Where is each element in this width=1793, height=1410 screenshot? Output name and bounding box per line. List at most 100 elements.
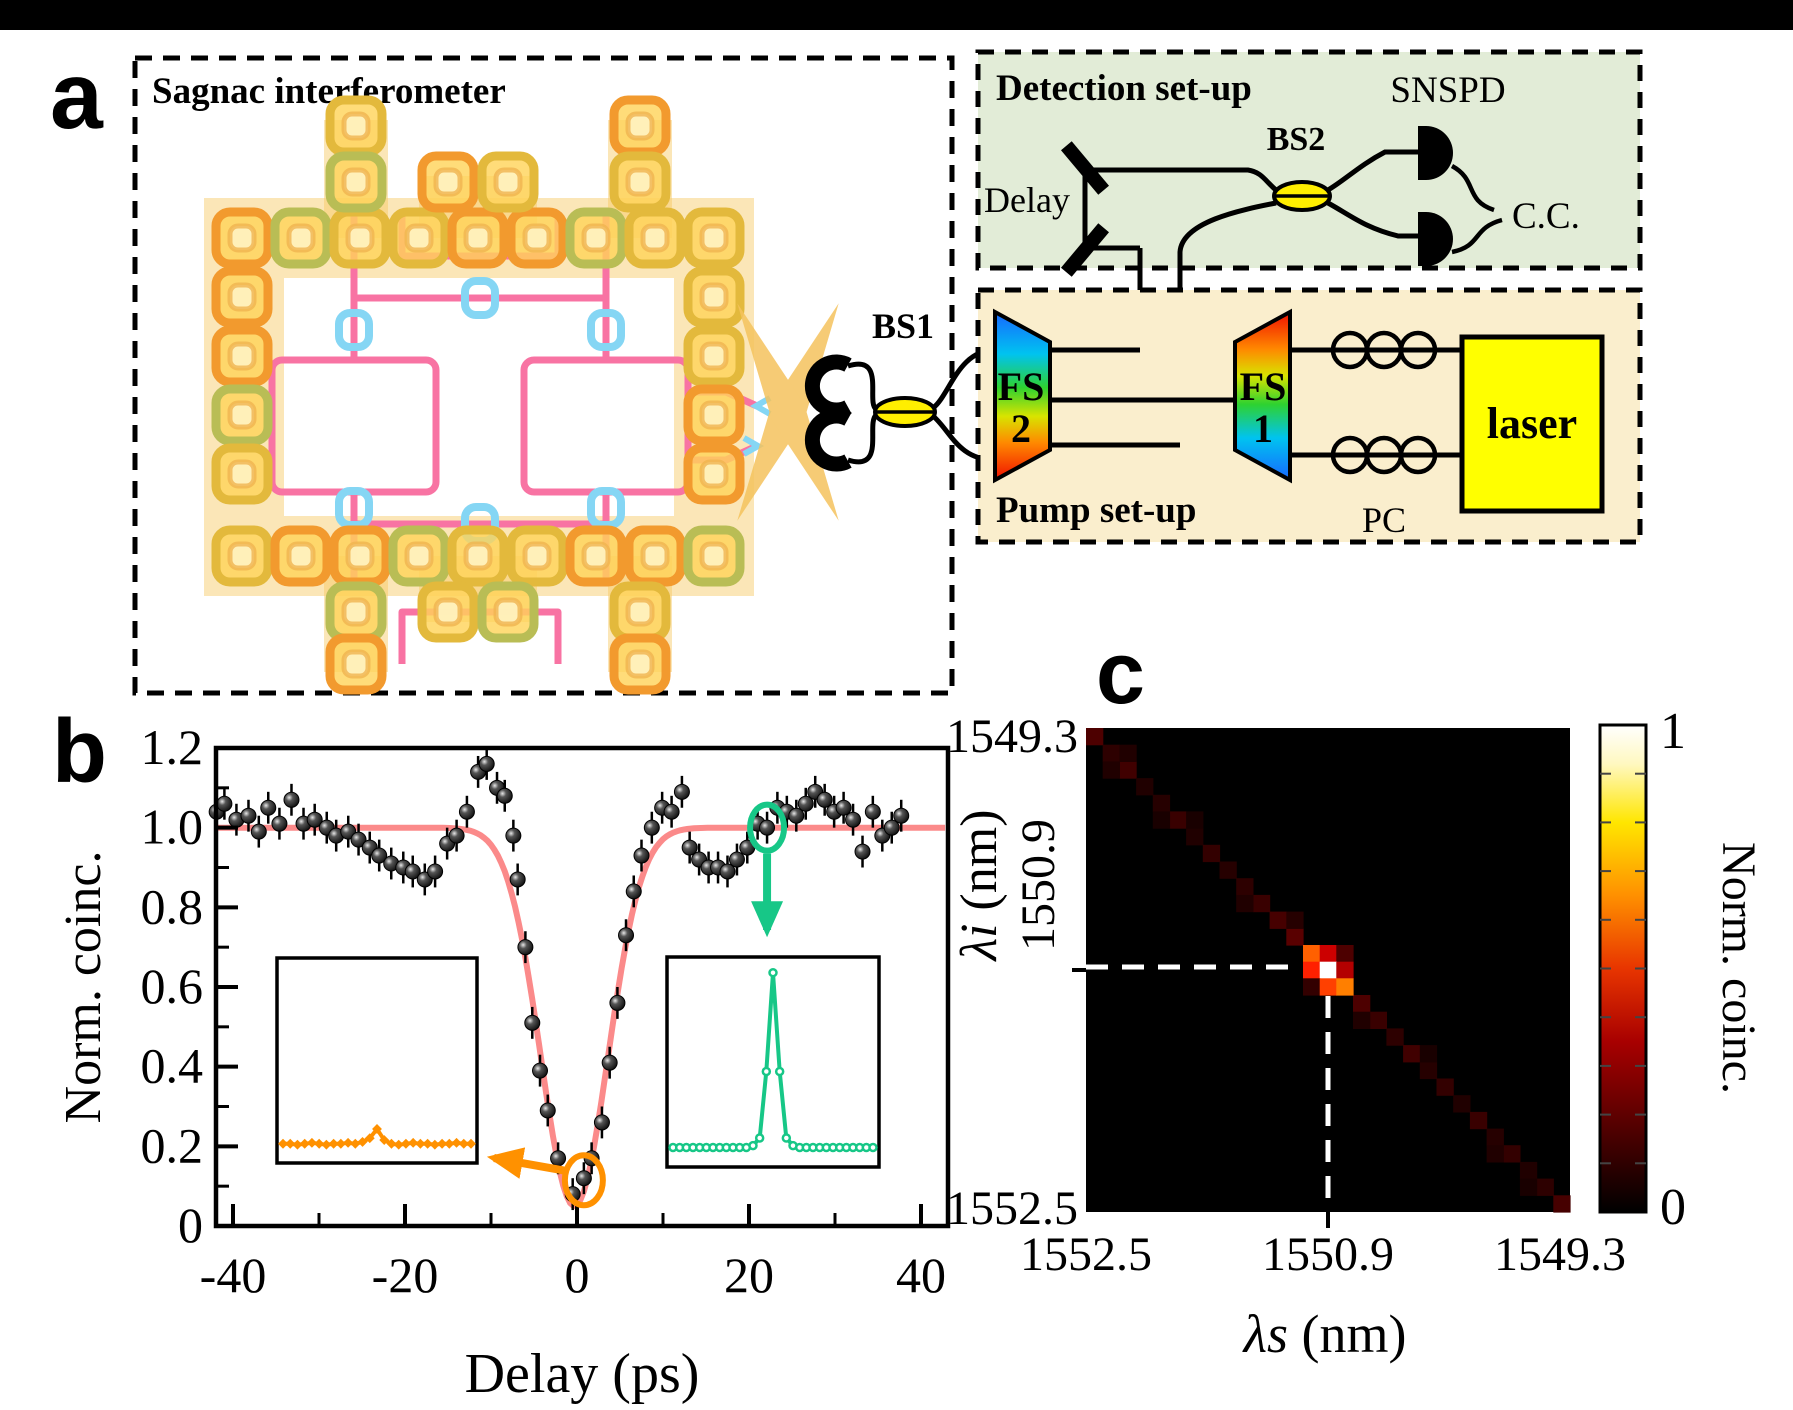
inset-marker — [437, 1138, 448, 1149]
scatter-point — [250, 823, 267, 840]
inset-marker — [278, 1138, 288, 1149]
chip-pad-center — [493, 167, 523, 197]
chip-pad-center — [341, 167, 371, 197]
scatter-point — [539, 1102, 556, 1119]
inset-marker — [357, 1136, 368, 1147]
panel-b-label: b — [52, 702, 107, 802]
x-tick-label: 0 — [565, 1247, 590, 1303]
ring-coupler-icon — [335, 487, 373, 529]
chip-pad-center — [640, 541, 670, 571]
chip-pad-center — [625, 111, 655, 141]
fs1-label-line1: FS — [1240, 364, 1287, 409]
delay-line — [1060, 141, 1278, 277]
delay-label: Delay — [984, 180, 1070, 220]
chip-pad-center — [227, 341, 257, 371]
hom-yaxis-label: Norm. coinc. — [55, 851, 112, 1124]
heatmap-cell — [1519, 1178, 1538, 1196]
heatmap-cell — [1236, 878, 1254, 896]
heatmap-cell — [1152, 811, 1171, 829]
jsi-ytick-top: 1549.3 — [946, 710, 1078, 763]
scatter-point — [719, 863, 736, 880]
chip-pad-center — [227, 459, 257, 489]
bs1-label: BS1 — [872, 306, 934, 346]
heatmap-cell — [1119, 744, 1137, 762]
heatmap-cell — [1336, 978, 1354, 996]
scatter-point — [788, 807, 805, 824]
scatter-point — [448, 827, 465, 844]
inset-marker — [444, 1138, 455, 1149]
inset-marker — [408, 1137, 419, 1148]
jsi-xtick-left: 1552.5 — [1020, 1228, 1152, 1281]
chip-pad-center — [404, 223, 434, 253]
scatter-point — [505, 827, 522, 844]
mirror-icon — [1060, 141, 1110, 195]
scatter-point — [893, 807, 910, 824]
heatmap-cell — [1169, 811, 1187, 829]
green-circle-annotation — [747, 801, 788, 854]
y-tick-label: 1.2 — [141, 719, 204, 775]
panel-a-label: a — [50, 43, 104, 149]
scatter-point — [532, 1062, 549, 1079]
heatmap-cell — [1286, 928, 1304, 946]
scatter-point — [816, 791, 833, 808]
facet-mode-icon — [742, 435, 765, 457]
inset-marker — [386, 1138, 397, 1149]
chip-pad-center — [699, 400, 729, 430]
heatmap-cell — [1186, 811, 1204, 829]
fs2-frequency-shifter: FS 2 — [993, 308, 1052, 484]
top-border-band — [0, 0, 1793, 30]
chip-pad-center — [699, 341, 729, 371]
bs2-label: BS2 — [1267, 121, 1326, 158]
chip-pad-center — [522, 223, 552, 253]
heatmap-cell — [1553, 1195, 1571, 1213]
inset-marker — [299, 1138, 310, 1149]
inset-marker — [451, 1137, 462, 1148]
scatter-point — [835, 799, 852, 816]
heatmap-cell — [1102, 761, 1120, 779]
ring-coupler-icon — [587, 309, 625, 351]
chip-pad-center — [227, 282, 257, 312]
orange-arrow — [486, 1147, 569, 1179]
y-tick-label: 0.8 — [141, 878, 204, 934]
scatter-point — [609, 994, 626, 1011]
inset-marker — [372, 1124, 382, 1134]
chip-pad-center — [345, 223, 375, 253]
inset-marker — [415, 1138, 426, 1149]
x-tick-label: -40 — [200, 1247, 267, 1303]
jsi-xaxis-label: λs (nm) — [1242, 1304, 1407, 1364]
heatmap-cell — [1436, 1078, 1454, 1096]
chip-pad-center — [625, 649, 655, 679]
sagnac-chip-illustration — [204, 95, 772, 695]
mirror-icon — [1060, 223, 1110, 277]
scatter-point — [728, 851, 745, 868]
chip-pad-center — [463, 223, 493, 253]
chip-pad-center — [581, 541, 611, 571]
fs1-frequency-shifter: FS 1 — [1233, 308, 1292, 484]
polarization-controllers — [1330, 330, 1438, 475]
chip-pad-center — [286, 223, 316, 253]
scatter-point — [673, 783, 690, 800]
scatter-point — [458, 803, 475, 820]
scatter-point — [797, 795, 814, 812]
scatter-point — [478, 755, 495, 772]
sagnac-box — [132, 55, 955, 696]
heatmap-cell — [1236, 894, 1254, 913]
heatmap-cell — [1353, 995, 1371, 1013]
jsi-ytick-bottom: 1552.5 — [946, 1182, 1078, 1235]
scatter-point — [306, 811, 323, 828]
heatmap-cell — [1319, 945, 1337, 963]
scatter-point — [283, 791, 300, 808]
scatter-point — [216, 795, 233, 812]
heatmap-cell — [1336, 945, 1354, 963]
inset-marker — [748, 1140, 758, 1151]
inset-marker — [774, 1066, 785, 1077]
facet-flare-icon — [737, 303, 839, 521]
inset-marker — [306, 1137, 317, 1148]
y-tick-label: 0.4 — [141, 1038, 204, 1094]
waveguide-loop — [268, 356, 440, 496]
inset-marker — [314, 1138, 325, 1149]
heatmap-cell — [1269, 911, 1287, 929]
heatmap-cell — [1453, 1095, 1471, 1113]
scatter-point — [625, 883, 642, 900]
